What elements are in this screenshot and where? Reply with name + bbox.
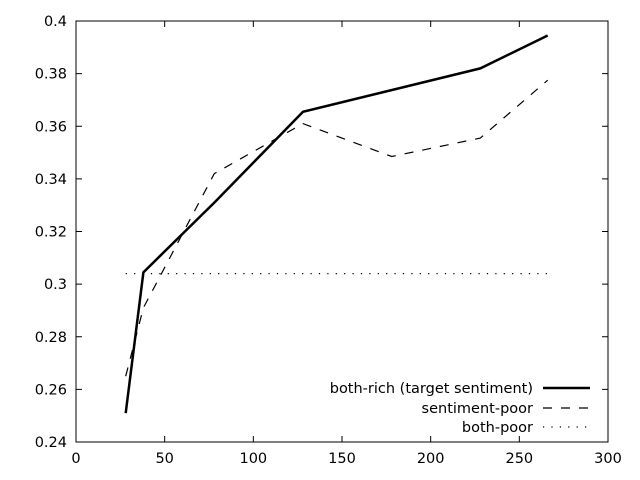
legend-label: sentiment-poor [422,401,533,417]
y-tick-label: 0.28 [35,330,67,346]
y-tick-label: 0.38 [35,67,67,83]
x-tick-label: 250 [505,451,533,467]
series-line-both-rich [124,34,549,414]
legend-label: both-rich (target sentiment) [330,381,533,397]
y-axis-ticks: 0.24 0.26 0.28 0.3 0.32 0.34 0.36 0.38 0.4 [35,14,608,451]
y-tick-label: 0.24 [35,435,67,451]
series-lines [124,34,549,414]
y-tick-label: 0.32 [35,225,67,241]
y-tick-label: 0.3 [44,277,67,293]
plot-area-frame [75,20,609,443]
x-tick-label: 0 [71,451,80,467]
x-axis-ticks: 0 50 100 150 200 250 300 [71,21,622,467]
legend-label: both-poor [462,420,533,436]
x-tick-label: 100 [239,451,267,467]
legend: both-rich (target sentiment) sentiment-po… [330,381,590,436]
x-tick-label: 50 [155,451,173,467]
x-tick-label: 150 [328,451,356,467]
y-tick-label: 0.4 [44,14,67,30]
x-tick-label: 300 [594,451,622,467]
y-tick-label: 0.26 [35,382,67,398]
y-tick-label: 0.36 [35,119,67,135]
y-tick-label: 0.34 [35,172,67,188]
series-line-sentiment-poor [125,79,549,377]
x-tick-label: 200 [417,451,445,467]
